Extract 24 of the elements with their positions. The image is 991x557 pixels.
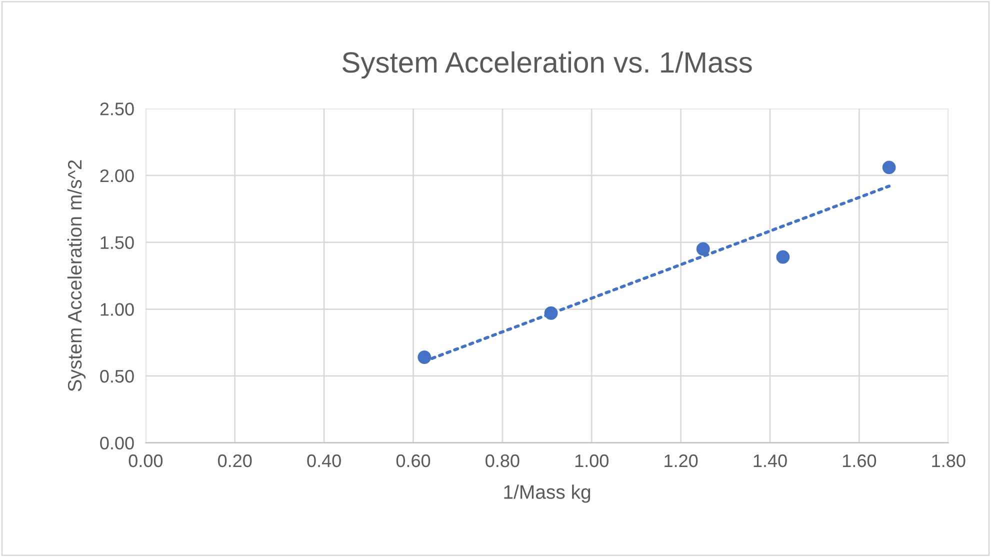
point [544,306,558,320]
x-tick-label: 0.00 [128,454,163,468]
y-tick-label: 1.50 [100,236,134,250]
x-axis-title: 1/Mass kg [504,484,590,503]
y-axis-title: System Acceleration m/s^2 [67,160,86,392]
x-tick-label: 0.40 [307,454,341,468]
x-tick-label: 1.40 [754,454,787,468]
y-tick-label: 2.00 [100,169,134,182]
x-tick-label: 1.00 [575,454,608,468]
y-tick-label: 2.50 [100,102,134,116]
chart-title: System Acceleration vs. 1/Mass [342,51,752,79]
x-tick-label: 1.20 [664,454,698,468]
x-tick-label: 0.80 [486,454,520,468]
point [418,350,432,364]
x-tick-label: 1.60 [843,454,876,468]
point [696,242,710,256]
y-tick-label: 0.00 [100,436,134,450]
point [882,160,896,174]
y-tick-label: 0.50 [100,370,134,383]
x-tick-label: 0.20 [218,454,252,468]
x-tick-label: 1.80 [932,454,966,468]
y-tick-label: 1.00 [100,303,134,316]
x-tick-label: 0.60 [396,454,430,468]
point [776,250,790,264]
